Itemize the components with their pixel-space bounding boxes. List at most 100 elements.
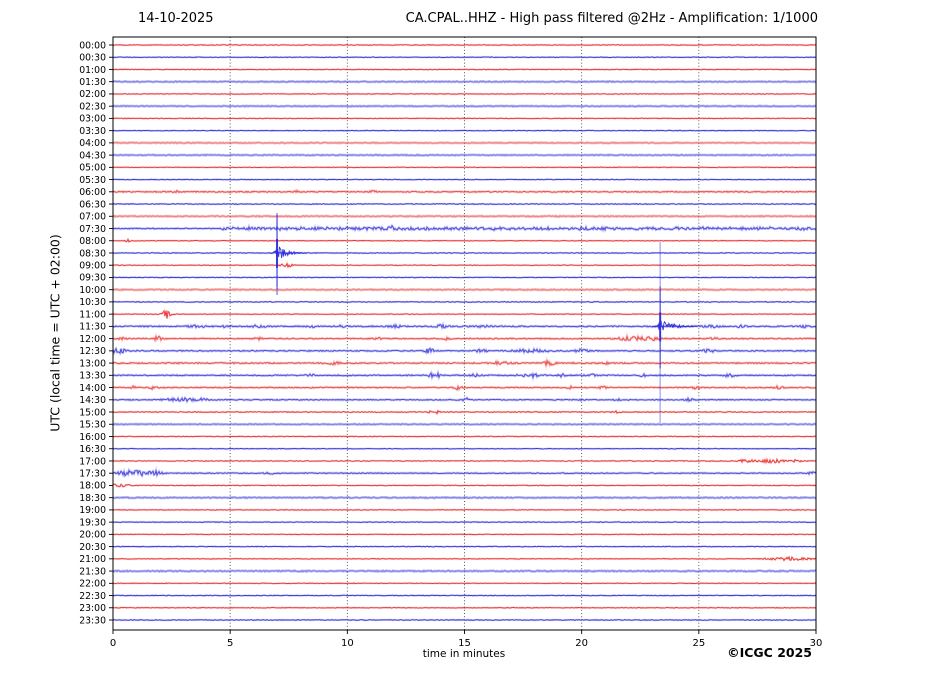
y-tick-label: 18:30 <box>79 493 106 504</box>
trace-halo-04:30 <box>112 153 817 158</box>
y-tick-label: 10:30 <box>79 297 106 308</box>
y-tick-label: 20:30 <box>79 542 106 553</box>
y-tick-label: 17:00 <box>79 456 106 467</box>
trace-halo-18:30 <box>112 495 817 500</box>
trace-05:00 <box>112 166 817 169</box>
trace-08:30 <box>112 252 817 254</box>
y-tick-label: 22:00 <box>79 579 106 590</box>
trace-22:00 <box>112 582 817 585</box>
y-tick-label: 12:30 <box>79 346 106 357</box>
trace-06:00 <box>112 189 817 194</box>
trace-16:30 <box>112 447 816 450</box>
trace-06:30 <box>112 203 817 205</box>
y-tick-label: 15:00 <box>79 407 106 418</box>
plot-border <box>112 36 817 631</box>
y-tick-label: 21:00 <box>79 554 106 565</box>
trace-12:00 <box>112 334 817 342</box>
trace-18:00 <box>113 483 817 488</box>
event-blob-0 <box>268 246 308 259</box>
trace-03:30 <box>112 129 817 132</box>
trace-halo-10:00 <box>112 287 817 292</box>
y-tick-label: 10:00 <box>79 285 106 296</box>
trace-14:30 <box>112 397 817 403</box>
y-tick-label: 20:00 <box>79 530 106 541</box>
event-blob-1 <box>652 320 698 331</box>
trace-00:00 <box>112 44 817 46</box>
trace-halo-07:00 <box>112 214 817 219</box>
y-tick-label: 08:30 <box>79 248 106 259</box>
trace-20:00 <box>112 533 817 536</box>
y-tick-label: 03:30 <box>79 126 106 137</box>
trace-21:00 <box>112 556 817 562</box>
trace-13:30 <box>112 371 817 379</box>
y-tick-label: 07:00 <box>79 212 106 223</box>
trace-01:00 <box>112 68 817 71</box>
x-tick-label: 25 <box>692 638 705 649</box>
date-label: 14-10-2025 <box>138 11 214 26</box>
y-tick-label: 13:30 <box>79 371 106 382</box>
y-tick-label: 05:00 <box>79 163 106 174</box>
trace-10:30 <box>113 301 817 303</box>
trace-halo-21:30 <box>112 568 816 574</box>
y-tick-label: 17:30 <box>79 468 106 479</box>
trace-04:00 <box>112 141 817 145</box>
x-tick-label: 10 <box>341 638 354 649</box>
y-tick-label: 11:00 <box>79 309 106 320</box>
trace-15:30 <box>112 423 817 426</box>
trace-15:00 <box>112 409 817 415</box>
y-tick-label: 07:30 <box>79 224 106 235</box>
y-tick-label: 15:30 <box>79 420 106 431</box>
trace-17:00 <box>112 457 816 464</box>
trace-20:30 <box>112 545 817 548</box>
trace-05:30 <box>112 178 817 181</box>
x-tick-label: 20 <box>575 638 588 649</box>
y-tick-label: 01:30 <box>79 77 106 88</box>
trace-02:00 <box>112 93 817 95</box>
x-tick-label: 30 <box>810 638 823 649</box>
y-tick-label: 09:30 <box>79 273 106 284</box>
trace-23:00 <box>112 606 817 609</box>
copyright-label: ©ICGC 2025 <box>727 645 812 660</box>
trace-09:00 <box>113 262 816 269</box>
y-tick-label: 19:30 <box>79 517 106 528</box>
y-tick-label: 09:00 <box>79 261 106 272</box>
y-tick-label: 12:00 <box>79 334 106 345</box>
trace-21:30 <box>112 569 816 573</box>
y-tick-label: 04:00 <box>79 138 106 149</box>
trace-halo-02:30 <box>112 104 817 109</box>
trace-19:00 <box>112 509 817 511</box>
y-tick-label: 22:30 <box>79 591 106 602</box>
trace-halo-01:30 <box>112 79 817 84</box>
trace-02:30 <box>112 105 817 108</box>
x-axis-label: time in minutes <box>422 648 506 660</box>
y-tick-label: 19:00 <box>79 505 106 516</box>
y-tick-label: 11:30 <box>79 322 106 333</box>
trace-14:00 <box>112 385 817 391</box>
trace-09:30 <box>112 276 817 279</box>
y-tick-label: 13:00 <box>79 358 106 369</box>
trace-03:00 <box>112 117 817 120</box>
y-tick-label: 16:00 <box>79 432 106 443</box>
y-tick-label: 06:00 <box>79 187 106 198</box>
trace-halo-04:00 <box>112 140 817 145</box>
x-tick-label: 5 <box>227 638 233 649</box>
y-tick-label: 02:30 <box>79 101 106 112</box>
trace-13:00 <box>112 358 817 368</box>
y-tick-label: 18:00 <box>79 481 106 492</box>
trace-00:30 <box>113 56 817 59</box>
y-tick-label: 00:30 <box>79 53 106 64</box>
trace-07:00 <box>112 215 817 218</box>
trace-22:30 <box>112 594 817 597</box>
trace-18:30 <box>112 496 817 499</box>
y-tick-label: 03:00 <box>79 114 106 125</box>
y-tick-label: 16:30 <box>79 444 106 455</box>
y-tick-label: 06:30 <box>79 199 106 210</box>
trace-12:30 <box>112 347 816 355</box>
trace-halo-15:30 <box>112 422 817 427</box>
y-tick-label: 08:00 <box>79 236 106 247</box>
trace-23:30 <box>112 619 816 621</box>
trace-01:30 <box>112 80 817 83</box>
trace-19:30 <box>112 521 816 523</box>
trace-04:30 <box>112 153 817 157</box>
x-tick-label: 0 <box>110 638 116 649</box>
